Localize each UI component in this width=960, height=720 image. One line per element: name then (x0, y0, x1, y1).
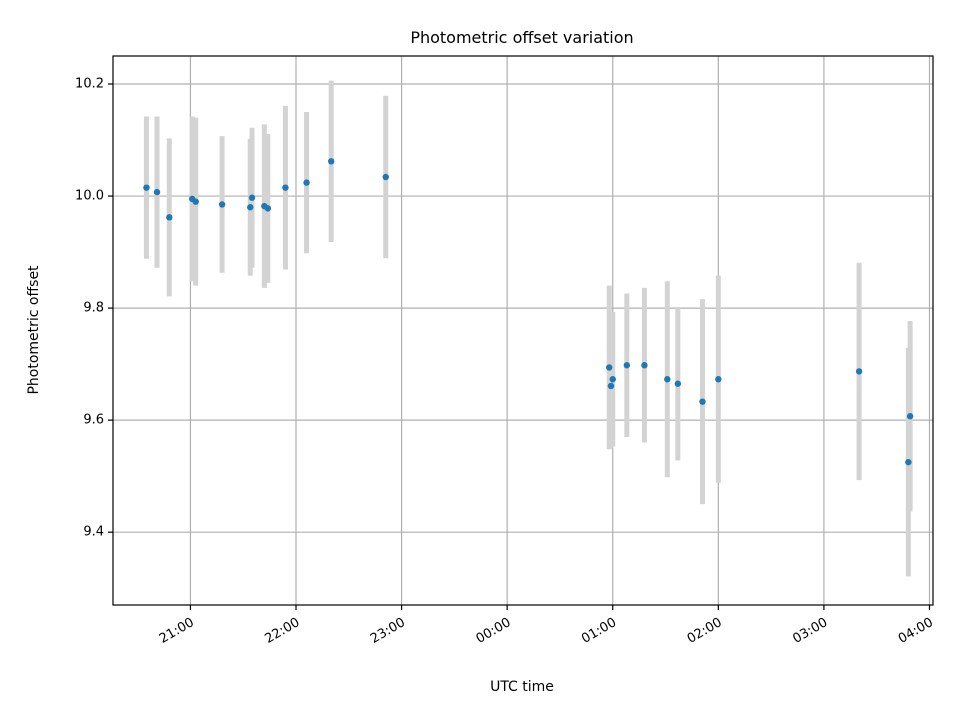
data-point (607, 382, 615, 390)
data-point (327, 158, 335, 165)
chart-title: Photometric offset variation (410, 28, 633, 47)
data-point (382, 173, 389, 181)
data-point (715, 376, 722, 383)
data-point (641, 362, 648, 369)
data-point (192, 198, 199, 205)
data-point (153, 188, 161, 196)
plot-frame (112, 55, 934, 606)
data-point (855, 368, 863, 375)
data-points (143, 158, 914, 466)
y-tick-label: 9.4 (83, 525, 104, 540)
data-point (623, 362, 631, 369)
data-point (166, 214, 173, 221)
data-point (303, 179, 310, 186)
y-tick-label: 9.6 (83, 413, 104, 428)
y-axis-ticks: 9.4 9.6 9.8 10.0 10.2 (75, 77, 113, 540)
y-axis-label: Photometric offset (26, 265, 42, 395)
y-tick-label: 9.8 (83, 301, 104, 316)
y-tick-label: 10.2 (75, 77, 104, 92)
data-point (905, 458, 912, 466)
data-point (606, 364, 613, 371)
data-point (664, 376, 671, 383)
y-tick-label: 10.0 (75, 189, 104, 204)
data-point (247, 204, 254, 211)
data-point (609, 376, 616, 383)
x-axis-label: UTC time (490, 679, 554, 695)
data-point (282, 184, 289, 191)
data-point (674, 380, 682, 387)
data-point (248, 194, 256, 201)
data-point (906, 413, 914, 420)
data-point (264, 205, 272, 212)
data-point (699, 398, 706, 405)
data-point (143, 184, 150, 191)
data-point (218, 201, 226, 208)
